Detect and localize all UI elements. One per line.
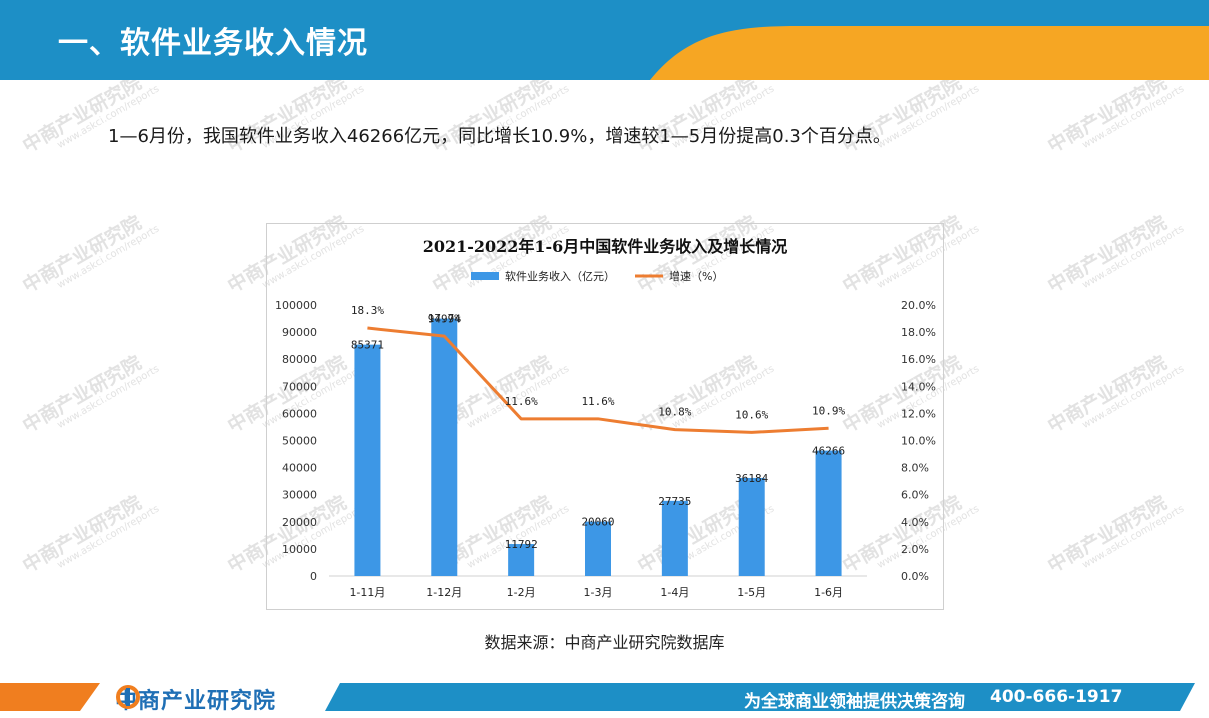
y-left-tick-label: 70000 [282,380,317,393]
x-tick-label: 1-11月 [349,586,385,599]
legend-label-line: 增速（%） [669,269,723,283]
line-data-label: 10.6% [735,408,768,421]
y-right-tick-label: 6.0% [901,489,929,502]
bar-data-label: 85371 [351,339,384,352]
line-data-label: 11.6% [581,395,614,408]
watermark-en: www.askci.com/reports [1080,223,1187,291]
y-right-tick-label: 20.0% [901,299,936,312]
watermark-en: www.askci.com/reports [1080,503,1187,571]
bar-data-label: 20060 [581,516,614,529]
growth-line [367,326,829,434]
watermark: 中商产业研究院 www.askci.com/reports [1044,80,1187,166]
bar [738,477,765,576]
watermark-cn: 中商产业研究院 [1044,80,1171,158]
bar [815,450,842,576]
watermark-en: www.askci.com/reports [55,363,162,431]
y-right-tick-label: 0.0% [901,570,929,583]
watermark: 中商产业研究院 www.askci.com/reports [1044,207,1187,306]
bar [431,318,458,576]
footer-phone: 400-666-1917 [990,687,1123,707]
watermark: 中商产业研究院 www.askci.com/reports [19,347,162,446]
legend-swatch-bar [471,272,499,280]
watermark: 中商产业研究院 www.askci.com/reports [1044,347,1187,446]
bar [661,500,688,576]
y-right-tick-label: 12.0% [901,407,936,420]
line-data-label: 10.9% [812,404,845,417]
footer-logo-text: 中商产业研究院 [115,689,277,714]
legend-label-bar: 软件业务收入（亿元） [505,269,615,283]
chart-container: 2021-2022年1-6月中国软件业务收入及增长情况软件业务收入（亿元） 增速（… [266,223,944,610]
line-data-label: 11.6% [505,395,538,408]
y-left-tick-label: 0 [310,570,317,583]
footer-logo: 中商产业研究院 [115,684,276,714]
logo-icon [116,685,140,709]
bar [354,344,381,576]
y-left-tick-label: 100000 [275,299,317,312]
y-left-tick-label: 10000 [282,543,317,556]
watermark-cn: 中商产业研究院 [1044,351,1171,438]
y-left-tick-label: 80000 [282,353,317,366]
header-banner: 一、软件业务收入情况 [0,0,1209,80]
bar [508,544,535,576]
y-right-tick-label: 10.0% [901,435,936,448]
y-right-tick-label: 2.0% [901,543,929,556]
y-right-tick-label: 14.0% [901,380,936,393]
watermark-cn: 中商产业研究院 [1044,491,1171,578]
x-tick-label: 1-3月 [584,586,613,599]
watermark-en: www.askci.com/reports [55,223,162,291]
line-data-label: 17.7% [428,312,461,325]
bar-data-label: 46266 [812,445,845,458]
intro-text: 1—6月份，我国软件业务收入46266亿元，同比增长10.9%，增速较1—5月份… [108,126,891,147]
bar [585,521,611,576]
line-data-label: 10.8% [658,406,691,419]
y-left-tick-label: 20000 [282,516,317,529]
y-right-tick-label: 18.0% [901,326,936,339]
watermark-en: www.askci.com/reports [1080,83,1187,151]
y-right-tick-label: 4.0% [901,516,929,529]
watermark-cn: 中商产业研究院 [19,351,146,438]
x-tick-label: 1-12月 [426,586,462,599]
bar-data-label: 27735 [658,495,691,508]
slide-title: 一、软件业务收入情况 [58,26,368,61]
y-left-tick-label: 60000 [282,407,317,420]
bar-data-label: 36184 [735,472,768,485]
chart-title: 2021-2022年1-6月中国软件业务收入及增长情况 [423,237,788,256]
watermark: 中商产业研究院 www.askci.com/reports [19,487,162,586]
x-tick-label: 1-5月 [737,586,766,599]
source-note: 数据来源：中商产业研究院数据库 [484,633,725,652]
bar-data-label: 94994 [428,313,461,326]
footer-bar: 中商产业研究院 为全球商业领袖提供决策咨询 400-666-1917 [0,680,1209,718]
x-tick-label: 1-2月 [507,586,536,599]
watermark: 中商产业研究院 www.askci.com/reports [19,207,162,306]
watermark-cn: 中商产业研究院 [1044,211,1171,298]
watermark-cn: 中商产业研究院 [19,211,146,298]
line-data-label: 18.3% [351,304,384,317]
header-background [0,0,1209,80]
watermark-en: www.askci.com/reports [875,83,982,151]
y-left-tick-label: 50000 [282,435,317,448]
y-left-tick-label: 30000 [282,489,317,502]
watermark-cn: 中商产业研究院 [19,491,146,578]
x-tick-label: 1-4月 [660,586,689,599]
watermark-en: www.askci.com/reports [55,503,162,571]
bar-data-label: 11792 [505,538,538,551]
y-left-tick-label: 40000 [282,462,317,475]
y-left-tick-label: 90000 [282,326,317,339]
y-right-tick-label: 16.0% [901,353,936,366]
footer-background [0,683,1195,711]
x-tick-label: 1-6月 [814,586,843,599]
y-right-tick-label: 8.0% [901,462,929,475]
watermark-en: www.askci.com/reports [1080,363,1187,431]
watermark: 中商产业研究院 www.askci.com/reports [1044,487,1187,586]
footer-slogan: 为全球商业领袖提供决策咨询 [744,692,965,712]
